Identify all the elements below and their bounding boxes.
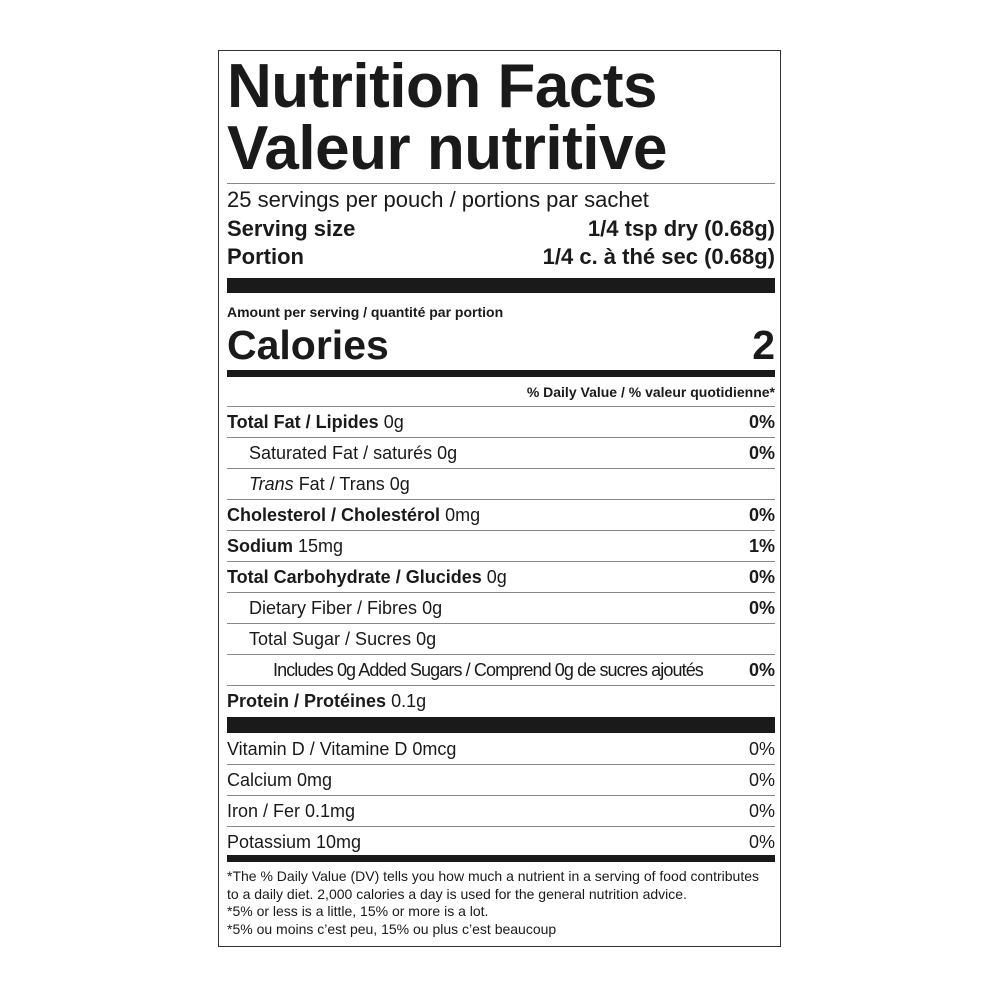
nutrient-name: Protein / Protéines xyxy=(227,691,387,711)
nutrient-daily-value: 0% xyxy=(748,505,775,525)
nutrient-row: Cholesterol / Cholestérol 0mg 0% xyxy=(227,500,775,531)
vitamin-row: Vitamin D / Vitamine D 0mcg 0% xyxy=(227,734,775,765)
nutrition-facts-panel xyxy=(218,50,781,947)
nutrient-row: Saturated Fat / saturés 0g 0% xyxy=(227,438,775,469)
nutrient-name: Cholesterol / Cholestérol xyxy=(227,505,441,525)
vitamin-label: Vitamin D / Vitamine D 0mcg xyxy=(227,739,457,759)
divider xyxy=(227,437,775,438)
vitamin-daily-value: 0% xyxy=(748,770,775,790)
divider xyxy=(227,764,775,765)
vitamin-label: Potassium 10mg xyxy=(227,832,362,852)
nutrient-amount: 0g xyxy=(416,629,437,649)
nutrient-row: Dietary Fiber / Fibres 0g 0% xyxy=(227,593,775,624)
nutrient-label: Total Sugar / Sucres 0g xyxy=(227,629,436,650)
serving-size-label: Serving size xyxy=(227,216,356,241)
nutrient-row: Total Fat / Lipides 0g 0% xyxy=(227,407,775,438)
nutrient-label: Saturated Fat / saturés 0g xyxy=(227,443,457,464)
divider xyxy=(227,795,775,796)
vitamin-daily-value: 0% xyxy=(748,801,775,821)
nutrient-daily-value: 0% xyxy=(748,412,775,432)
nutrient-label: Total Fat / Lipides 0g xyxy=(227,412,404,433)
portion-label: Portion xyxy=(227,244,304,269)
nutrient-label: Trans Fat / Trans 0g xyxy=(227,474,410,495)
vitamin-label: Iron / Fer 0.1mg xyxy=(227,801,356,821)
nutrient-amount: 0g xyxy=(389,474,410,494)
calories-value: 2 xyxy=(752,322,775,368)
portion-row: Portion 1/4 c. à thé sec (0.68g) xyxy=(227,243,775,271)
nutrient-label: Dietary Fiber / Fibres 0g xyxy=(227,598,442,619)
footnote-line: *5% ou moins c’est peu, 15% ou plus c’es… xyxy=(227,920,557,937)
nutrient-daily-value: 0% xyxy=(748,598,775,618)
nutrient-amount: 0g xyxy=(486,567,507,587)
footnote: *The % Daily Value (DV) tells you how mu… xyxy=(227,868,775,938)
nutrient-name: Total Sugar / Sucres xyxy=(249,629,412,649)
nutrient-label: Protein / Protéines 0.1g xyxy=(227,691,426,712)
nutrient-label: Total Carbohydrate / Glucides 0g xyxy=(227,567,507,588)
vitamin-daily-value: 0% xyxy=(748,739,775,759)
portion-value: 1/4 c. à thé sec (0.68g) xyxy=(542,244,775,269)
nutrient-amount: 15mg xyxy=(298,536,344,556)
title-fr: Valeur nutritive xyxy=(227,114,667,183)
divider xyxy=(227,561,775,562)
footnote-line: *The % Daily Value (DV) tells you how mu… xyxy=(227,868,759,884)
serving-size-row: Serving size 1/4 tsp dry (0.68g) xyxy=(227,215,775,243)
amount-per-serving: Amount per serving / quantité par portio… xyxy=(227,304,504,320)
nutrient-name: Saturated Fat / saturés xyxy=(249,443,433,463)
nutrient-row: Sodium 15mg 1% xyxy=(227,531,775,562)
footnote-line: *5% or less is a little, 15% or more is … xyxy=(227,903,489,919)
nutrient-row: Protein / Protéines 0.1g xyxy=(227,686,775,717)
medium-divider xyxy=(227,855,775,862)
divider xyxy=(227,499,775,500)
nutrient-label: Cholesterol / Cholestérol 0mg xyxy=(227,505,480,526)
serving-size-value: 1/4 tsp dry (0.68g) xyxy=(587,216,775,241)
nutrient-name-italic: Trans xyxy=(249,474,294,494)
medium-divider xyxy=(227,370,775,377)
nutrient-daily-value: 0% xyxy=(748,443,775,463)
divider xyxy=(227,530,775,531)
nutrient-name: Sodium xyxy=(227,536,293,556)
nutrient-row: Trans Fat / Trans 0g xyxy=(227,469,775,500)
thick-divider xyxy=(227,717,775,733)
divider xyxy=(227,654,775,655)
thick-divider xyxy=(227,278,775,293)
nutrient-row: Includes 0g Added Sugars / Comprend 0g d… xyxy=(227,655,775,686)
vitamin-daily-value: 0% xyxy=(748,832,775,852)
nutrient-amount: 0g xyxy=(422,598,443,618)
vitamin-row: Calcium 0mg 0% xyxy=(227,765,775,796)
nutrient-name: Fat / Trans xyxy=(293,474,385,494)
calories-label: Calories xyxy=(227,322,389,368)
daily-value-header: % Daily Value / % valeur quotidienne* xyxy=(526,384,775,400)
nutrient-name: Total Carbohydrate / Glucides xyxy=(227,567,482,587)
calories-row: Calories 2 xyxy=(227,322,775,368)
nutrient-name: Includes 0g Added Sugars / Comprend 0g d… xyxy=(273,660,704,680)
nutrient-name: Total Fat / Lipides xyxy=(227,412,379,432)
vitamin-label: Calcium 0mg xyxy=(227,770,333,790)
nutrient-daily-value: 1% xyxy=(748,536,775,556)
nutrient-label: Sodium 15mg xyxy=(227,536,343,557)
divider xyxy=(227,685,775,686)
title-en: Nutrition Facts xyxy=(227,52,657,121)
nutrient-amount: 0g xyxy=(383,412,404,432)
nutrient-name: Dietary Fiber / Fibres xyxy=(249,598,418,618)
servings-per-container: 25 servings per pouch / portions par sac… xyxy=(227,187,649,212)
divider xyxy=(227,826,775,827)
nutrient-row: Total Carbohydrate / Glucides 0g 0% xyxy=(227,562,775,593)
divider xyxy=(227,592,775,593)
nutrient-row: Total Sugar / Sucres 0g xyxy=(227,624,775,655)
nutrient-amount: 0.1g xyxy=(391,691,427,711)
nutrient-amount: 0g xyxy=(437,443,458,463)
nutrient-daily-value: 0% xyxy=(748,567,775,587)
nutrient-label: Includes 0g Added Sugars / Comprend 0g d… xyxy=(227,660,704,681)
vitamin-row: Iron / Fer 0.1mg 0% xyxy=(227,796,775,827)
vitamin-row: Potassium 10mg 0% xyxy=(227,827,775,858)
divider xyxy=(227,183,775,184)
nutrient-daily-value: 0% xyxy=(748,660,775,680)
nutrient-amount: 0mg xyxy=(445,505,481,525)
divider xyxy=(227,623,775,624)
footnote-line: to a daily diet. 2,000 calories a day is… xyxy=(227,885,687,902)
divider xyxy=(227,406,775,407)
divider xyxy=(227,468,775,469)
